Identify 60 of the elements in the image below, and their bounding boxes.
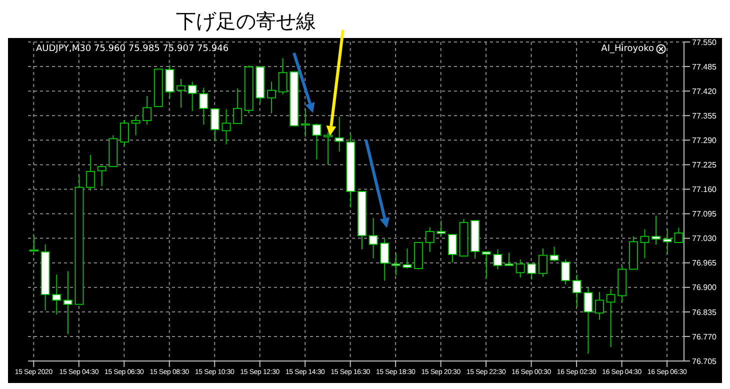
- candlestick: [63, 270, 72, 335]
- candlestick: [380, 238, 390, 282]
- candlestick: [199, 87, 208, 126]
- candlestick: [210, 108, 220, 142]
- candlestick: [606, 288, 616, 348]
- candlestick: [120, 120, 129, 146]
- candlestick: [538, 248, 548, 278]
- candlestick: [516, 258, 525, 278]
- candlestick: [652, 215, 661, 246]
- candlestick: [142, 95, 152, 126]
- y-tick-label: 76.965: [692, 258, 718, 268]
- y-tick-label: 77.225: [692, 160, 718, 170]
- candlestick: [233, 88, 242, 124]
- candlestick: [52, 274, 62, 316]
- candlestick: [527, 263, 536, 280]
- y-tick-label: 76.770: [692, 332, 718, 342]
- candlestick: [368, 217, 378, 259]
- candlestick: [482, 251, 491, 278]
- candlestick: [324, 131, 333, 166]
- y-tick-label: 76.705: [692, 356, 718, 366]
- y-tick-label: 77.290: [692, 136, 718, 145]
- annotation: AUDJPY,M30 75.960 75.985 75.907 75.946: [36, 44, 229, 54]
- candlestick: [662, 228, 672, 255]
- candlestick: [550, 246, 559, 262]
- candlestick: [300, 108, 310, 138]
- candlestick: [312, 123, 322, 160]
- candlestick: [640, 228, 650, 259]
- chart-title: 下げ足の寄せ線: [175, 8, 317, 35]
- candlestick: [391, 252, 400, 276]
- candlestick: [425, 226, 434, 252]
- candlestick: [86, 154, 96, 192]
- candlestick: [504, 252, 514, 266]
- candlestick: [493, 248, 502, 270]
- candlestick: [584, 287, 593, 354]
- candlestick: [402, 248, 412, 270]
- y-tick-label: 77.160: [692, 185, 718, 194]
- candlestick: [188, 81, 197, 112]
- candlestick: [334, 116, 344, 152]
- candlestick: [278, 58, 288, 95]
- candlestick: [267, 81, 276, 114]
- candlestick: [595, 291, 604, 320]
- candlestick: [30, 235, 38, 252]
- candlestick: [448, 234, 457, 263]
- candlestick: [436, 220, 446, 236]
- candlestick: [97, 165, 106, 187]
- y-tick-label: 77.355: [692, 111, 718, 120]
- y-tick-label: 77.485: [692, 62, 718, 72]
- candlestick: [131, 115, 140, 136]
- y-tick-label: 76.835: [692, 308, 718, 317]
- y-tick-label: 77.550: [692, 38, 718, 47]
- candlestick: [165, 64, 174, 98]
- y-tick-label: 76.900: [692, 283, 718, 292]
- annotation: AI_Hiroyoko: [601, 44, 654, 54]
- candlestick: [561, 258, 570, 285]
- candlestick: [572, 274, 582, 308]
- candlestick: [176, 78, 186, 108]
- y-tick-label: 77.420: [692, 86, 718, 96]
- y-tick-label: 77.095: [692, 210, 718, 219]
- candlestick: [222, 108, 231, 145]
- y-tick-label: 77.030: [692, 234, 718, 244]
